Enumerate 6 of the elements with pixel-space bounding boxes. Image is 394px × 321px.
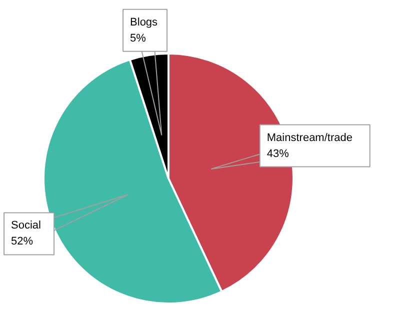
data-label: 52% <box>11 236 34 248</box>
data-label: 43% <box>266 148 290 160</box>
slice-label: Mainstream/trade <box>266 132 352 144</box>
slice-label: Social <box>11 220 41 232</box>
data-label: 5% <box>130 32 146 44</box>
slice-label: Blogs <box>130 16 158 28</box>
